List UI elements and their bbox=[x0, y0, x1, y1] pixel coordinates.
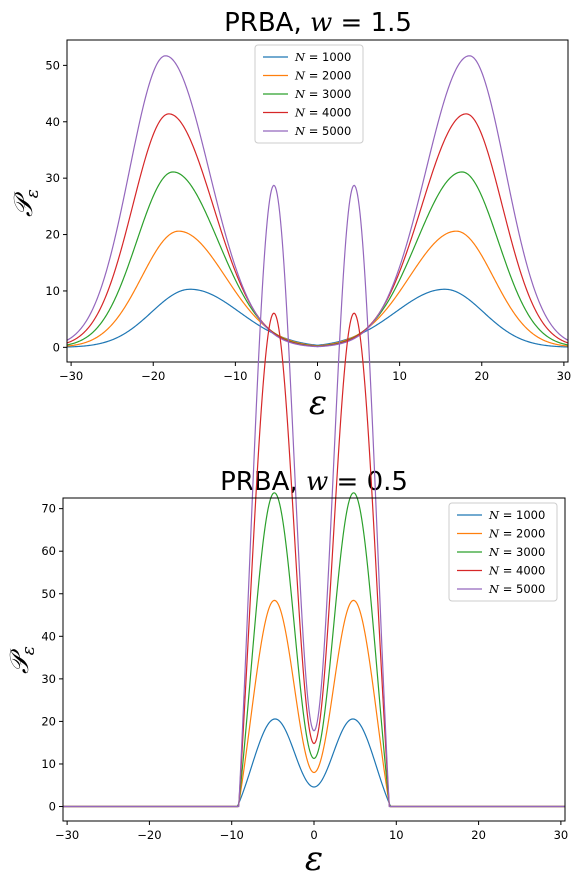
x-tick-label: 10 bbox=[392, 369, 407, 383]
legend: N = 1000 N = 2000 N = 3000 N = 4000 N = 5000 bbox=[448, 502, 558, 602]
y-tick-label: 30 bbox=[45, 171, 60, 185]
x-tick-label: −30 bbox=[59, 369, 83, 383]
legend-label-n3000: N = 3000 bbox=[294, 87, 351, 101]
y-tick-label: 20 bbox=[41, 714, 56, 728]
x-axis-label-top: ε bbox=[309, 383, 327, 423]
x-tick-label: −10 bbox=[223, 369, 247, 383]
svg-text:𝒫ε: 𝒫ε bbox=[9, 189, 43, 217]
y-axis-label-top: 𝒫ε bbox=[9, 189, 43, 217]
series-line-n5000 bbox=[63, 184, 565, 808]
legend-label-n5000: N = 5000 bbox=[488, 582, 545, 596]
legend-label-n4000: N = 4000 bbox=[294, 106, 351, 120]
y-tick-label: 50 bbox=[41, 587, 56, 601]
chart-top: PRBA, w = 1.5 ε 𝒫ε −30 −20 −10 0 10 20 30 0 10 20… bbox=[9, 8, 571, 423]
legend-label-n5000: N = 5000 bbox=[294, 124, 351, 138]
x-tick-label: −20 bbox=[141, 369, 165, 383]
legend-label-n4000: N = 4000 bbox=[488, 564, 545, 578]
x-tick-label: 10 bbox=[389, 828, 404, 842]
y-tick-label: 0 bbox=[49, 800, 56, 814]
series-line-n1000 bbox=[63, 718, 565, 808]
x-tick-label: 0 bbox=[310, 828, 317, 842]
x-tick-label: −30 bbox=[55, 828, 79, 842]
legend-label-n2000: N = 2000 bbox=[294, 69, 351, 83]
x-tick-label: −20 bbox=[137, 828, 161, 842]
x-tick-label: 20 bbox=[474, 369, 489, 383]
svg-text:𝒫ε: 𝒫ε bbox=[5, 646, 39, 674]
y-tick-label: 60 bbox=[41, 544, 56, 558]
chart-title-bottom: PRBA, w = 0.5 bbox=[220, 467, 408, 497]
legend-label-n3000: N = 3000 bbox=[488, 545, 545, 559]
y-tick-label: 70 bbox=[41, 502, 56, 516]
y-tick-label: 10 bbox=[45, 284, 60, 298]
series-line-n2000 bbox=[66, 230, 569, 347]
x-tick-label: 30 bbox=[557, 369, 572, 383]
y-tick-label: 0 bbox=[53, 340, 60, 354]
y-axis-label-bottom: 𝒫ε bbox=[5, 646, 39, 674]
legend: N = 1000 N = 2000 N = 3000 N = 4000 N = 5000 bbox=[254, 44, 364, 144]
x-tick-label: −10 bbox=[220, 828, 244, 842]
x-tick-label: 20 bbox=[471, 828, 486, 842]
chart-bottom: PRBA, w = 0.5 ε 𝒫ε −30 −20 −10 0 10 20 30 0 10 20… bbox=[5, 184, 569, 876]
legend-box bbox=[254, 44, 364, 144]
legend-label-n1000: N = 1000 bbox=[294, 50, 351, 64]
y-tick-label: 20 bbox=[45, 228, 60, 242]
y-tick-label: 50 bbox=[45, 58, 60, 72]
x-tick-label: 0 bbox=[314, 369, 321, 383]
series-line-n1000 bbox=[66, 288, 569, 348]
x-axis-label-bottom: ε bbox=[305, 839, 323, 876]
y-tick-label: 30 bbox=[41, 672, 56, 686]
legend-box bbox=[448, 502, 558, 602]
series-line-n5000 bbox=[66, 55, 569, 348]
chart-title-top: PRBA, w = 1.5 bbox=[224, 8, 412, 38]
legend-label-n1000: N = 1000 bbox=[488, 508, 545, 522]
y-tick-label: 10 bbox=[41, 757, 56, 771]
x-tick-label: 30 bbox=[554, 828, 569, 842]
series-line-n2000 bbox=[63, 599, 565, 808]
y-tick-label: 40 bbox=[45, 115, 60, 129]
series-line-n4000 bbox=[66, 113, 569, 348]
y-tick-label: 40 bbox=[41, 629, 56, 643]
legend-label-n2000: N = 2000 bbox=[488, 527, 545, 541]
